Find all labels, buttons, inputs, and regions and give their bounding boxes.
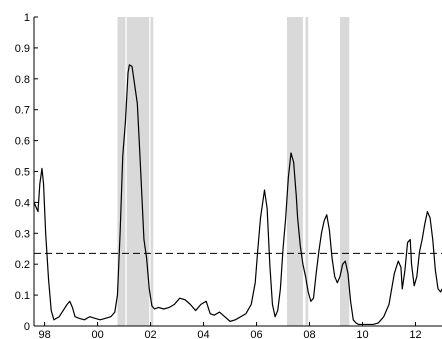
y-tick-label: 0 — [24, 321, 30, 333]
y-tick-label: 0.9 — [15, 43, 30, 55]
y-tick-label: 0.1 — [15, 290, 30, 302]
y-tick-label: 0.5 — [15, 167, 30, 179]
y-tick-label: 0.8 — [15, 74, 30, 86]
x-tick-label: 98 — [38, 329, 50, 339]
x-tick-label: 10 — [356, 329, 368, 339]
shaded-periods — [117, 17, 350, 326]
x-tick-label: 02 — [144, 329, 156, 339]
y-tick-label: 0.6 — [15, 136, 30, 148]
shaded-period-6 — [340, 17, 350, 326]
x-tick-label: 06 — [250, 329, 262, 339]
x-tick-label: 04 — [197, 329, 209, 339]
shaded-period-3 — [150, 17, 154, 326]
shaded-period-5 — [305, 17, 309, 326]
x-tick-label: 12 — [409, 329, 421, 339]
y-tick-label: 0.3 — [15, 228, 30, 240]
series-line-1 — [33, 64, 442, 326]
shaded-period-1 — [117, 17, 126, 326]
series-layer — [33, 64, 442, 326]
x-tick-label: 00 — [91, 329, 103, 339]
x-tick-label: 08 — [303, 329, 315, 339]
y-tick-label: 0.7 — [15, 105, 30, 117]
x-axis-ticks: 98 00 02 04 06 08 10 12 — [38, 322, 422, 339]
y-tick-label: 1 — [24, 12, 30, 24]
y-tick-label: 0.4 — [15, 197, 30, 209]
y-tick-label: 0.2 — [15, 259, 30, 271]
axes — [33, 17, 442, 327]
shaded-period-2 — [126, 17, 150, 326]
y-axis-ticks: 0 0.1 0.2 0.3 0.4 0.5 0.6 0.7 0.8 0.9 1 — [15, 12, 38, 333]
